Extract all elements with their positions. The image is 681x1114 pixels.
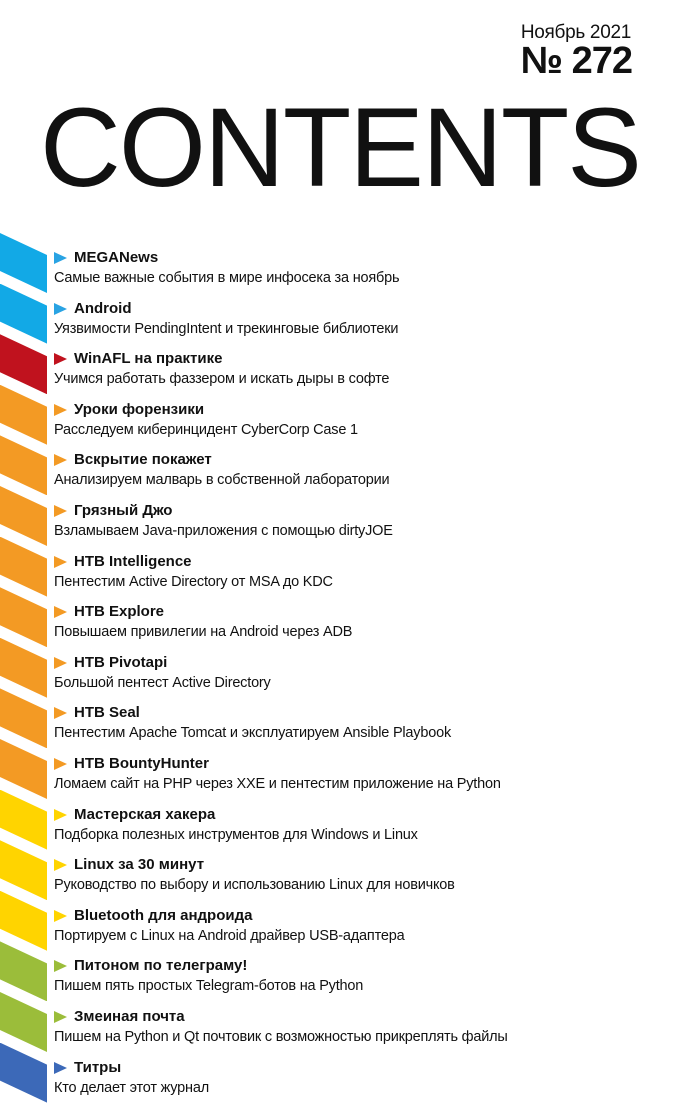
toc-item-description: Учимся работать фаззером и искать дыры в… [54, 371, 390, 388]
toc-item[interactable]: Уроки форензики Расследуем киберинцидент … [0, 384, 681, 445]
triangle-arrow-icon [54, 1011, 67, 1023]
toc-item-description: Пентестим Apache Tomcat и эксплуатируем … [54, 725, 451, 742]
toc-item[interactable]: HTB Seal Пентестим Apache Tomcat и эксплу… [0, 688, 681, 749]
toc-item-title[interactable]: Linux за 30 минут [74, 856, 205, 874]
toc-item-title[interactable]: HTB Explore [74, 603, 165, 621]
toc-item[interactable]: HTB Intelligence Пентестим Active Directo… [0, 536, 681, 597]
triangle-arrow-icon [54, 1061, 67, 1074]
triangle-arrow-icon [54, 454, 67, 467]
toc-item[interactable]: Титры Кто делает этот журнал [0, 1042, 681, 1103]
toc-item-title[interactable]: HTB Seal [74, 704, 140, 722]
toc-item-description: Самые важные события в мире инфосека за … [54, 270, 400, 286]
triangle-arrow-icon [54, 302, 67, 315]
issue-number: № 272 [520, 40, 633, 82]
toc-item[interactable]: Мастерская хакера Подборка полезных инстр… [0, 789, 681, 850]
triangle-arrow-icon [54, 960, 67, 973]
toc-item[interactable]: Bluetooth для андроида Портируем с Linux … [0, 890, 681, 951]
triangle-arrow-icon [54, 353, 67, 366]
toc-item-title[interactable]: Уроки форензики [74, 400, 205, 418]
triangle-arrow-icon [54, 505, 67, 517]
toc-item-description: Повышаем привилегии на Android через ADB [54, 624, 353, 641]
toc-item-title[interactable]: Android [74, 299, 132, 317]
toc-item-title[interactable]: HTB BountyHunter [74, 755, 209, 772]
toc-item-description: Пентестим Active Directory от MSA до KDC [54, 573, 333, 590]
toc-item-title[interactable]: MEGANews [74, 249, 159, 266]
toc-item[interactable]: Linux за 30 минут Руководство по выбору и… [0, 840, 681, 901]
toc-item[interactable]: Грязный Джо Взламываем Java-приложения с … [0, 486, 681, 546]
toc-item-title[interactable]: Титры [74, 1058, 122, 1076]
toc-item-description: Анализируем малварь в собственной лабора… [54, 472, 390, 489]
color-band [0, 1042, 47, 1103]
toc-item-title[interactable]: Вскрытие покажет [74, 451, 212, 469]
triangle-arrow-icon [54, 403, 67, 416]
toc-item-title[interactable]: Мастерская хакера [74, 805, 216, 823]
toc-item-title[interactable]: Питоном по телеграму! [74, 957, 248, 975]
toc-item-description: Кто делает этот журнал [54, 1079, 209, 1096]
triangle-arrow-icon [54, 758, 67, 770]
toc-item[interactable]: MEGANews Самые важные события в мире инфо… [0, 233, 681, 293]
toc-item-description: Ломаем сайт на PHP через XXE и пентестим… [54, 776, 501, 792]
toc-item-title[interactable]: Змеиная почта [74, 1008, 185, 1025]
toc-item[interactable]: Питоном по телеграму! Пишем пять простых … [0, 941, 681, 1002]
toc-item-title[interactable]: HTB Pivotapi [74, 653, 168, 671]
toc-item-description: Пишем на Python и Qt почтовик с возможно… [54, 1029, 508, 1045]
triangle-arrow-icon [54, 656, 67, 669]
toc-item-description: Пишем пять простых Telegram-ботов на Pyt… [54, 978, 364, 995]
triangle-arrow-icon [54, 707, 67, 720]
toc-item-title[interactable]: WinAFL на практике [74, 350, 223, 368]
toc-item-description: Руководство по выбору и использованию Li… [54, 877, 455, 894]
toc-item-title[interactable]: Грязный Джо [74, 502, 173, 519]
triangle-arrow-icon [54, 859, 67, 872]
toc-item[interactable]: Вскрытие покажет Анализируем малварь в со… [0, 435, 681, 496]
toc-item[interactable]: Android Уязвимости PendingIntent и трекин… [0, 283, 681, 344]
toc-item[interactable]: WinAFL на практике Учимся работать фаззер… [0, 334, 681, 395]
triangle-arrow-icon [54, 606, 67, 619]
triangle-arrow-icon [54, 808, 67, 821]
toc-item-description: Уязвимости PendingIntent и трекинговые б… [54, 320, 399, 337]
toc-item-description: Большой пентест Active Directory [54, 674, 271, 691]
issue-date: Ноябрь 2021 [520, 22, 631, 43]
toc-item[interactable]: HTB Pivotapi Большой пентест Active Direc… [0, 637, 681, 698]
toc-item-description: Расследуем киберинцидент CyberCorp Case … [54, 421, 358, 438]
toc-item[interactable]: Змеиная почта Пишем на Python и Qt почтов… [0, 992, 681, 1052]
triangle-arrow-icon [54, 252, 67, 264]
toc-item-title[interactable]: Bluetooth для андроида [74, 906, 253, 924]
toc-item[interactable]: HTB Explore Повышаем привилегии на Androi… [0, 587, 681, 648]
toc-item[interactable]: HTB BountyHunter Ломаем сайт на PHP через… [0, 739, 681, 799]
toc-item-description: Взламываем Java-приложения с помощью dir… [54, 523, 393, 539]
toc-item-description: Подборка полезных инструментов для Windo… [54, 826, 418, 843]
page-title: CONTENTS [40, 85, 642, 210]
triangle-arrow-icon [54, 555, 67, 568]
toc-item-description: Портируем с Linux на Android драйвер USB… [54, 927, 405, 944]
toc-item-title[interactable]: HTB Intelligence [74, 552, 192, 570]
triangle-arrow-icon [54, 909, 67, 922]
